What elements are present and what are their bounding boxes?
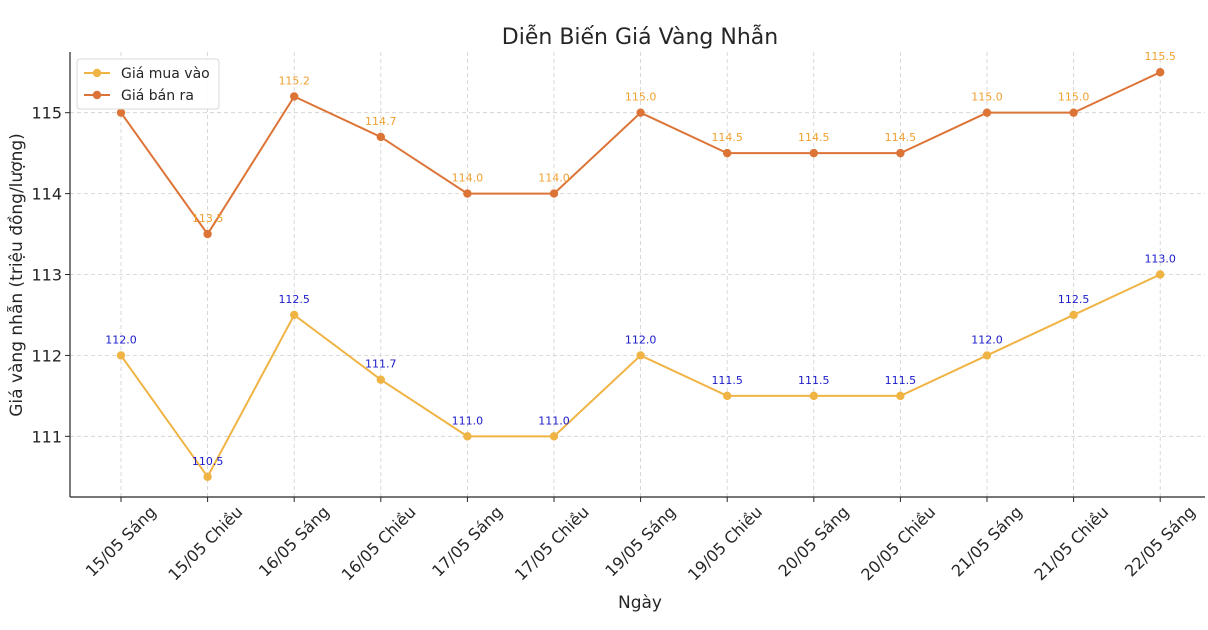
data-label: 113.5	[192, 212, 224, 225]
data-label: 114.5	[885, 131, 917, 144]
data-point	[549, 432, 559, 441]
data-point	[463, 189, 472, 198]
x-tick-label: 21/05 Sáng	[948, 502, 1026, 580]
data-point	[896, 148, 905, 158]
data-label: 115.2	[278, 75, 310, 88]
data-label: 112.5	[1058, 293, 1090, 306]
x-tick-label: 22/05 Sáng	[1121, 502, 1199, 580]
data-point	[290, 92, 299, 101]
y-axis-label: Giá vàng nhẫn (triệu đồng/lượng)	[6, 133, 27, 417]
series-group	[116, 68, 1165, 481]
y-tick-label: 111	[31, 427, 62, 446]
data-point	[203, 472, 212, 481]
data-label: 115.0	[625, 91, 657, 104]
data-label: 114.7	[365, 115, 397, 128]
x-tick-label: 15/05 Sáng	[82, 502, 160, 580]
data-point	[723, 391, 732, 401]
y-tick-label: 113	[31, 266, 62, 285]
data-point	[982, 351, 992, 360]
legend-marker	[92, 68, 102, 78]
y-tick-label: 112	[31, 346, 62, 365]
y-tick-label: 115	[31, 104, 62, 123]
legend-label: Giá bán ra	[121, 88, 194, 104]
data-point	[982, 108, 992, 117]
data-label: 111.5	[798, 374, 830, 387]
data-point	[376, 132, 385, 142]
data-point	[1069, 108, 1078, 117]
data-point	[376, 375, 385, 384]
data-point	[636, 351, 645, 360]
x-tick-label: 21/05 Chiều	[1030, 502, 1112, 584]
data-label: 112.0	[105, 333, 137, 346]
x-tick-label: 19/05 Sáng	[601, 502, 679, 580]
x-tick-label: 19/05 Chiều	[684, 502, 766, 584]
data-point	[896, 391, 905, 401]
data-label: 111.0	[452, 414, 484, 427]
data-label: 114.0	[452, 172, 484, 185]
data-point	[1069, 310, 1078, 320]
data-label: 112.5	[278, 293, 310, 306]
data-label: 114.5	[711, 131, 743, 144]
legend-box	[76, 58, 220, 110]
data-point	[636, 108, 645, 117]
data-label: 111.5	[885, 374, 917, 387]
data-point	[549, 189, 559, 198]
data-label: 113.0	[1144, 253, 1176, 266]
x-tick-label: 15/05 Chiều	[164, 502, 246, 584]
x-axis-label: Ngày	[618, 593, 662, 613]
x-tick-label: 17/05 Sáng	[428, 502, 506, 580]
data-labels: 112.0 110.5 112.5 111.7 111.0 111.0 112.0 111.5…	[105, 50, 1176, 468]
data-label: 115.0	[971, 91, 1003, 104]
data-point	[116, 351, 126, 360]
data-label: 112.0	[971, 333, 1003, 346]
data-label: 114.0	[538, 172, 570, 185]
data-point	[1156, 270, 1165, 279]
data-label: 111.0	[538, 414, 570, 427]
legend-marker	[92, 90, 102, 100]
data-point	[290, 310, 299, 320]
data-label: 111.7	[365, 358, 397, 371]
data-label: 111.5	[711, 374, 743, 387]
legend: Giá mua vào Giá bán ra	[76, 58, 220, 110]
data-point	[116, 108, 126, 117]
data-label: 110.5	[192, 455, 224, 468]
data-point	[203, 229, 212, 239]
data-point	[723, 148, 732, 158]
x-tick-label: 20/05 Sáng	[775, 502, 853, 580]
data-point	[463, 432, 472, 441]
grid-lines	[70, 52, 1205, 497]
x-tick-label: 16/05 Sáng	[255, 502, 333, 580]
data-point	[809, 148, 818, 158]
data-label: 115.0	[1058, 91, 1090, 104]
data-label: 112.0	[625, 333, 657, 346]
data-point	[809, 391, 818, 401]
y-tick-label: 114	[31, 185, 62, 204]
chart-title: Diễn Biến Giá Vàng Nhẫn	[502, 24, 778, 50]
data-point	[1156, 68, 1165, 77]
x-tick-label: 20/05 Chiều	[857, 502, 939, 584]
x-tick-label: 17/05 Chiều	[511, 502, 593, 584]
x-tick-label: 16/05 Chiều	[338, 502, 420, 584]
legend-label: Giá mua vào	[121, 66, 210, 82]
data-label: 114.5	[798, 131, 830, 144]
data-label: 115.5	[1144, 50, 1176, 63]
